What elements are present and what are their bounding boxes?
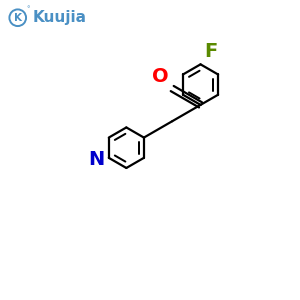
Text: N: N xyxy=(88,150,104,169)
Text: O: O xyxy=(152,67,169,86)
Text: °: ° xyxy=(27,6,30,12)
Text: Kuujia: Kuujia xyxy=(33,10,87,25)
Text: F: F xyxy=(204,42,217,62)
Text: K: K xyxy=(14,13,22,23)
